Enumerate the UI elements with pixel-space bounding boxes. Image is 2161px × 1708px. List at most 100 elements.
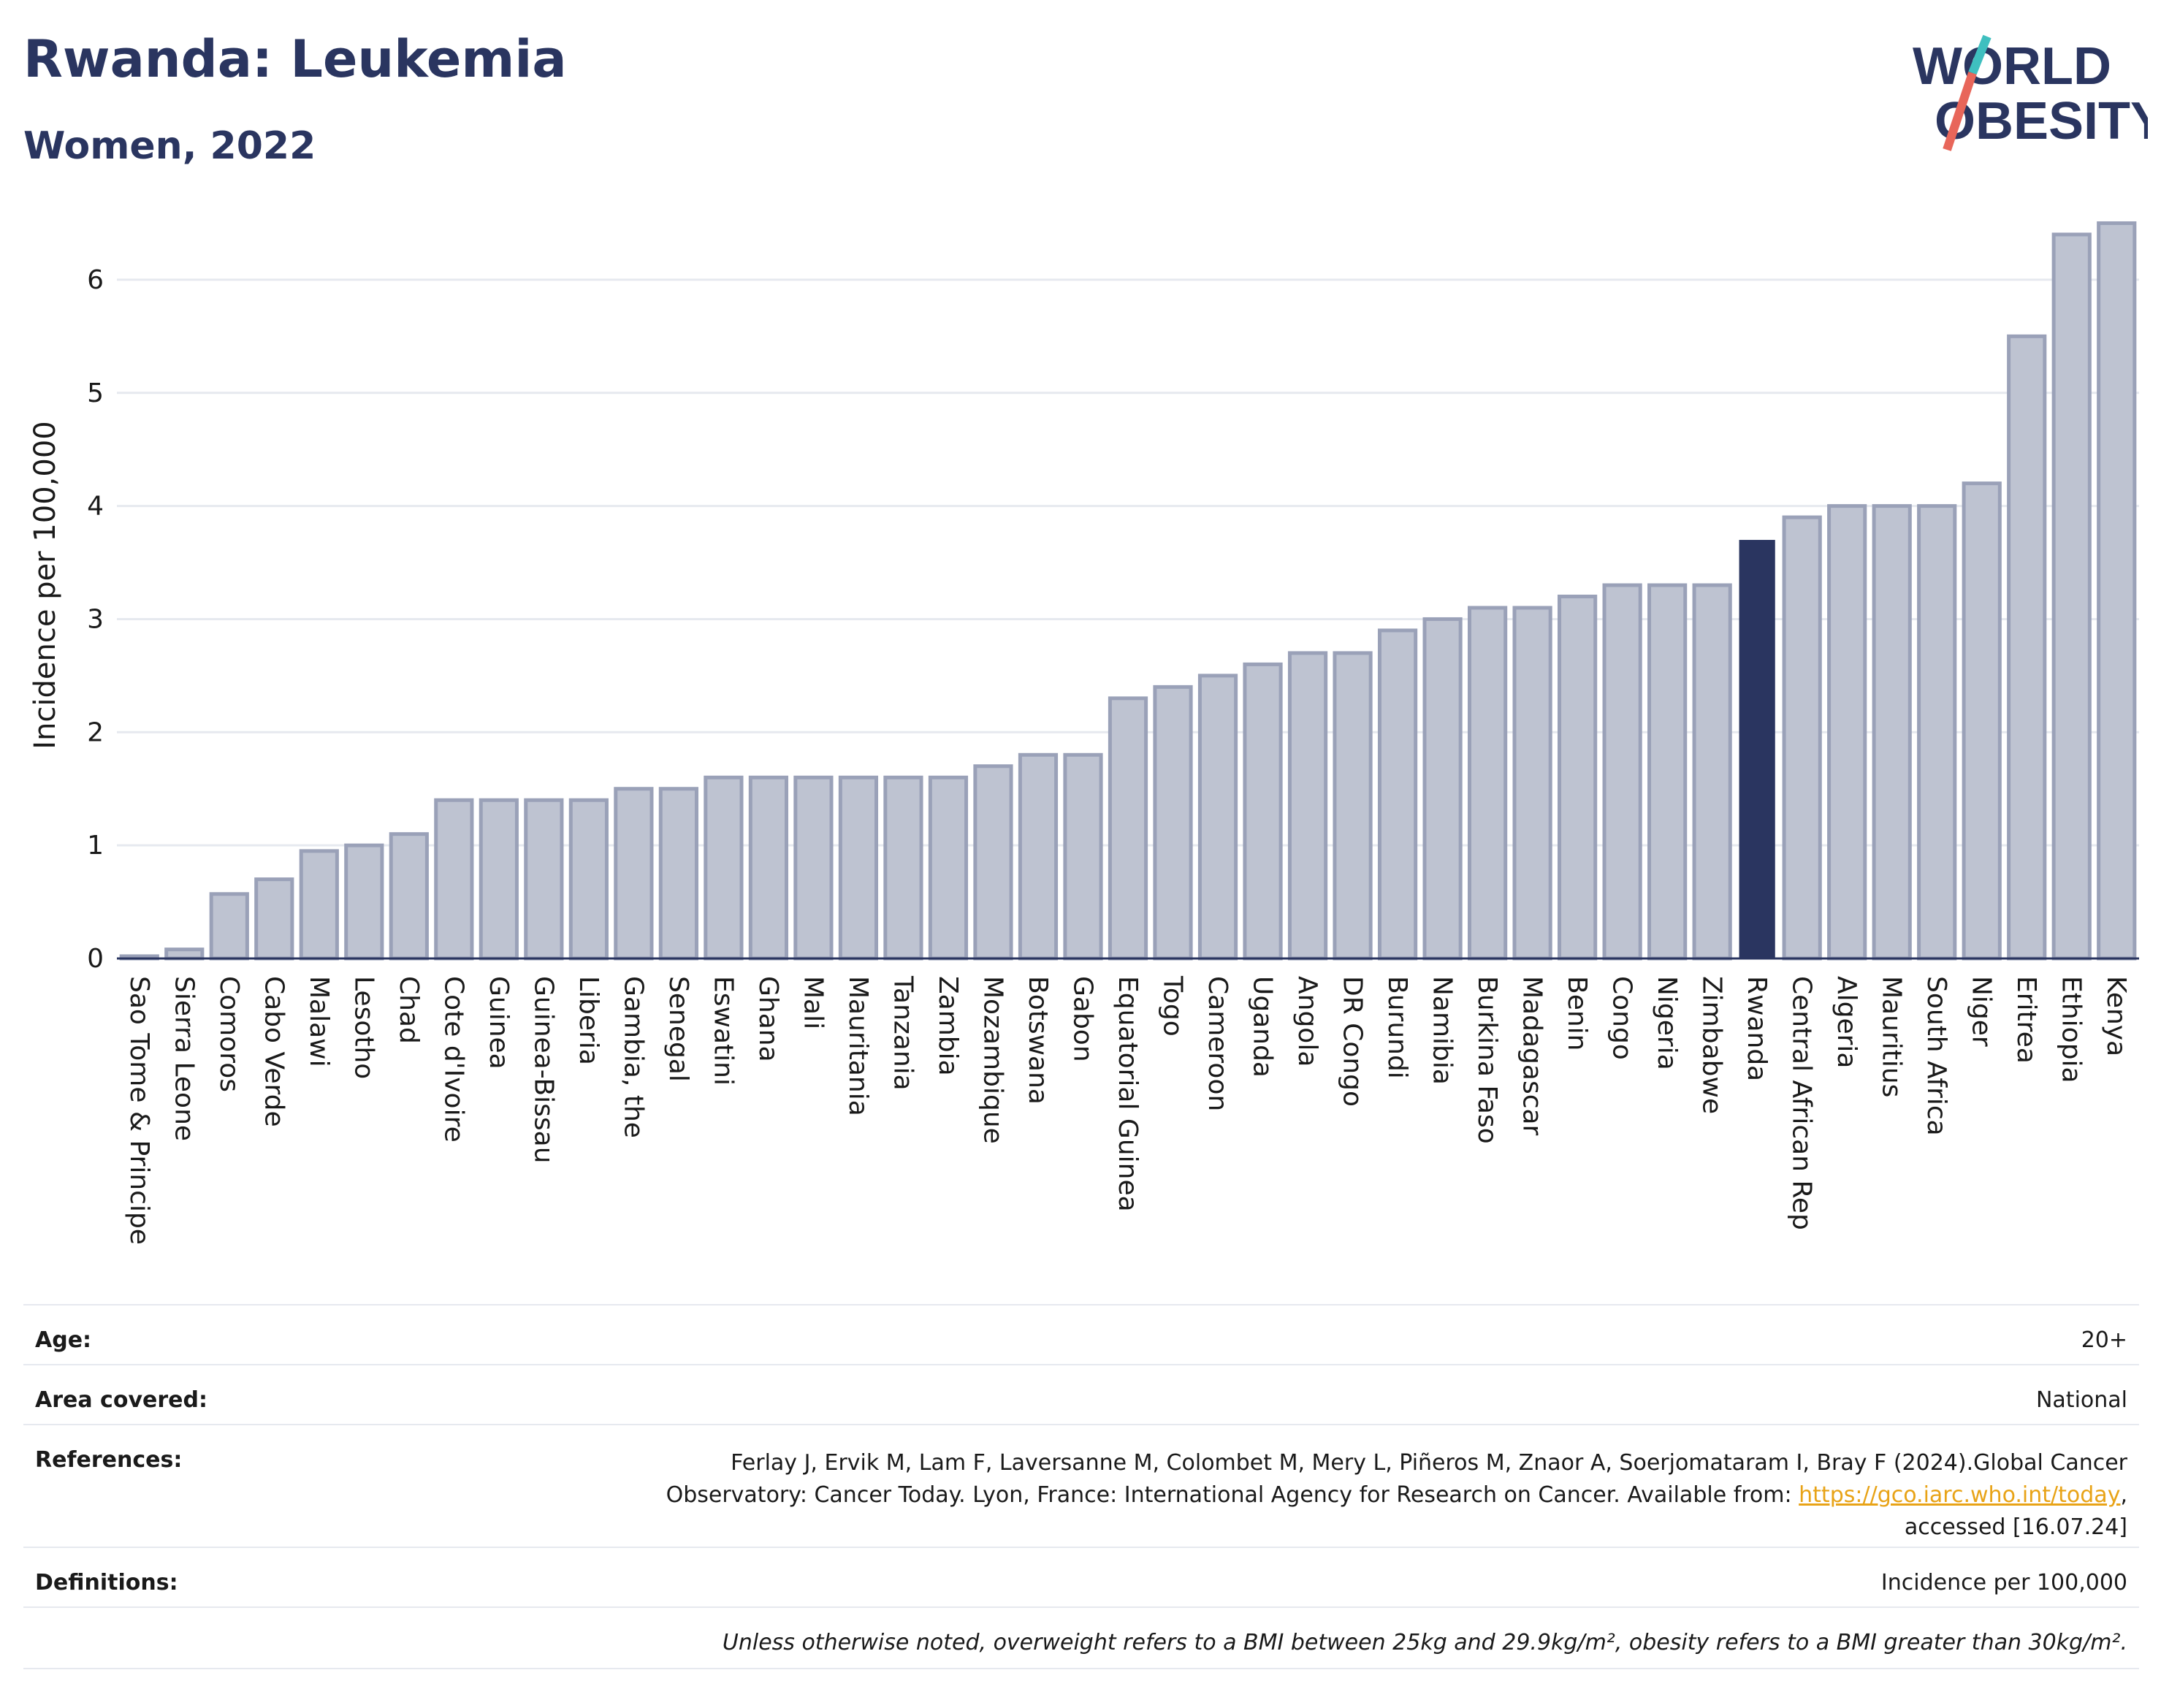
y-tick-label: 5 (87, 378, 104, 408)
bar (1692, 583, 1732, 961)
bar (1422, 617, 1463, 961)
bar (1243, 662, 1283, 961)
bar (1962, 481, 2002, 961)
y-tick-label: 1 (87, 831, 104, 861)
bar (1197, 674, 1238, 961)
references-line2-end: , (2120, 1482, 2127, 1508)
bar (1467, 606, 1508, 961)
bar (479, 798, 519, 961)
x-tick-label: Zambia (933, 976, 963, 1076)
x-tick-label: Guinea (484, 976, 514, 1070)
bar (1108, 696, 1148, 961)
x-tick-label: Senegal (663, 976, 693, 1082)
x-tick-label: Equatorial Guinea (1113, 976, 1143, 1212)
references-link[interactable]: https://gco.iarc.who.int/today (1799, 1482, 2121, 1508)
bar (614, 787, 654, 961)
bar (344, 843, 384, 961)
bar (1872, 504, 1912, 961)
x-tick-label: Congo (1607, 976, 1637, 1060)
bar (793, 775, 834, 961)
definitions-value: Incidence per 100,000 (1880, 1570, 2127, 1595)
x-tick-label: Mali (798, 976, 828, 1029)
x-tick-label: Botswana (1023, 976, 1053, 1105)
x-tick-label: Uganda (1248, 976, 1278, 1078)
bar (1333, 651, 1373, 961)
info-row-definitions: Definitions: Incidence per 100,000 (23, 1547, 2139, 1606)
y-tick-label: 3 (87, 604, 104, 634)
bar (1647, 583, 1688, 961)
x-tick-label: Sao Tome & Principe (124, 976, 154, 1245)
y-tick-label: 6 (87, 265, 104, 295)
bar (299, 849, 339, 961)
info-row-references: References: Ferlay J, Ervik M, Lam F, La… (23, 1424, 2139, 1547)
references-value: Ferlay J, Ervik M, Lam F, Laversanne M, … (666, 1447, 2127, 1544)
x-tick-label: Chad (394, 976, 424, 1044)
world-obesity-logo: WORLD OBESITY (1913, 34, 2148, 151)
bar (524, 798, 564, 961)
area-label: Area covered: (35, 1387, 207, 1413)
bar (1782, 515, 1822, 961)
logo-slash-teal (1968, 34, 1992, 75)
area-value: National (2035, 1387, 2127, 1413)
x-tick-label: Cabo Verde (259, 976, 289, 1127)
bar (389, 832, 429, 961)
age-label: Age: (35, 1327, 92, 1353)
bar (1739, 540, 1775, 958)
x-tick-label: Mozambique (977, 976, 1007, 1144)
logo-line2: OBESITY (1935, 92, 2148, 150)
references-line2: Observatory: Cancer Today. Lyon, France:… (666, 1479, 2127, 1511)
x-tick-label: Mauritania (843, 976, 873, 1116)
x-tick-label: Comoros (214, 976, 244, 1092)
x-tick-label: Ethiopia (2057, 976, 2086, 1083)
bar (1827, 504, 1867, 961)
x-tick-label: Rwanda (1742, 976, 1772, 1081)
bar (928, 775, 969, 961)
x-tick-label: Benin (1562, 976, 1592, 1051)
bar (658, 787, 698, 961)
info-row-area: Area covered: National (23, 1364, 2139, 1424)
x-tick-label: Cote d'Ivoire (438, 976, 468, 1143)
x-tick-label: Burundi (1382, 976, 1412, 1079)
bar (209, 892, 249, 961)
x-tick-label: DR Congo (1338, 976, 1368, 1107)
references-line1: Ferlay J, Ervik M, Lam F, Laversanne M, … (731, 1450, 2127, 1476)
x-tick-label: Madagascar (1517, 976, 1547, 1136)
info-table: Age: 20+ Area covered: National Referenc… (23, 1304, 2139, 1677)
x-tick-label: Togo (1158, 975, 1188, 1037)
x-tick-label: Zimbabwe (1697, 976, 1727, 1114)
bar (2051, 232, 2092, 961)
x-tick-label: Lesotho (348, 976, 378, 1079)
bar (1377, 628, 1418, 961)
bar (704, 775, 744, 961)
bar (2007, 334, 2047, 961)
bar (1512, 606, 1552, 961)
x-tick-label: Sierra Leone (169, 976, 199, 1141)
x-tick-label: Tanzania (888, 975, 918, 1091)
x-tick-label: Eritrea (2011, 976, 2041, 1064)
bar (1558, 594, 1598, 961)
x-tick-label: Liberia (573, 976, 603, 1065)
bar (1287, 651, 1328, 961)
x-tick-label: Nigeria (1652, 976, 1682, 1070)
bar (973, 764, 1013, 961)
x-tick-label: Angola (1292, 976, 1322, 1067)
bar-chart: 0 1 2 3 4 5 6 Incidence per 100,000 Sao Tome & P… (28, 221, 2139, 1245)
page-subtitle: Women, 2022 (23, 124, 316, 168)
x-tick-label: Ghana (753, 976, 783, 1062)
x-tick-label: Burkina Faso (1472, 976, 1502, 1144)
y-axis-label: Incidence per 100,000 (28, 421, 62, 750)
logo-line1: WORLD (1913, 37, 2111, 96)
x-tick-label: Malawi (304, 976, 334, 1067)
bar (748, 775, 789, 961)
bar (164, 948, 205, 961)
x-tick-label: Gambia, the (618, 976, 648, 1138)
x-tick-label: Guinea-Bissau (528, 976, 558, 1164)
x-tick-label: Eswatini (708, 976, 738, 1086)
x-tick-label: Gabon (1067, 976, 1097, 1062)
bar (254, 877, 294, 961)
x-tick-label: Central African Rep (1787, 976, 1817, 1230)
references-line3: accessed [16.07.24] (1904, 1514, 2127, 1540)
x-tick-label: South Africa (1921, 976, 1951, 1136)
x-tick-label: Namibia (1428, 976, 1457, 1085)
bar (568, 798, 609, 961)
